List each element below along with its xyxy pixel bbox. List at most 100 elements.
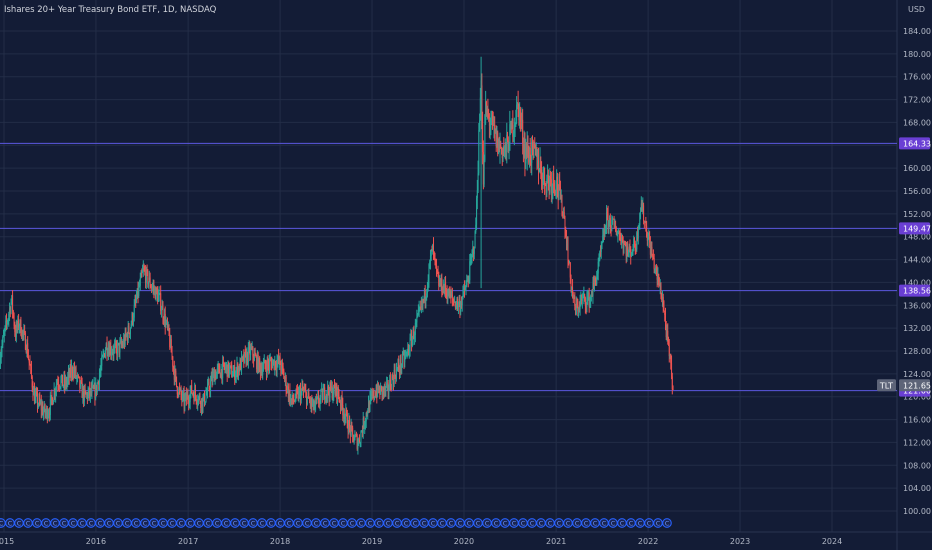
event-marker[interactable]: C xyxy=(239,518,249,528)
event-marker[interactable]: C xyxy=(41,518,51,528)
event-marker[interactable]: C xyxy=(473,518,483,528)
candle-body xyxy=(45,413,47,415)
event-marker[interactable]: C xyxy=(392,518,402,528)
event-marker[interactable]: C xyxy=(77,518,87,528)
event-marker[interactable]: C xyxy=(617,518,627,528)
event-marker[interactable]: C xyxy=(59,518,69,528)
event-marker[interactable]: C xyxy=(266,518,276,528)
event-marker[interactable]: C xyxy=(5,518,15,528)
event-marker[interactable]: C xyxy=(320,518,330,528)
event-marker[interactable]: C xyxy=(428,518,438,528)
event-marker[interactable]: C xyxy=(257,518,267,528)
event-marker[interactable]: C xyxy=(653,518,663,528)
time-axis[interactable]: 2015 2016 2017 2018 2019 2020 2021 2022 2023 2024 xyxy=(0,537,842,546)
candle-body xyxy=(285,376,287,391)
event-marker[interactable]: C xyxy=(536,518,546,528)
candle-body xyxy=(512,119,514,137)
event-marker[interactable]: C xyxy=(212,518,222,528)
event-marker[interactable]: C xyxy=(599,518,609,528)
candle-body xyxy=(253,354,255,361)
candle-body xyxy=(3,331,5,336)
event-marker[interactable]: C xyxy=(50,518,60,528)
event-marker[interactable]: C xyxy=(554,518,564,528)
event-marker[interactable]: C xyxy=(86,518,96,528)
event-marker[interactable]: C xyxy=(95,518,105,528)
candle-body xyxy=(99,370,101,375)
event-marker[interactable]: C xyxy=(131,518,141,528)
event-marker[interactable]: C xyxy=(365,518,375,528)
event-marker[interactable]: C xyxy=(482,518,492,528)
candle-body xyxy=(446,292,448,299)
event-marker[interactable]: C xyxy=(563,518,573,528)
candle-body xyxy=(505,143,507,153)
event-marker[interactable]: C xyxy=(500,518,510,528)
event-marker[interactable]: C xyxy=(311,518,321,528)
event-marker[interactable]: C xyxy=(644,518,654,528)
candle-body xyxy=(281,362,283,371)
event-marker[interactable]: C xyxy=(635,518,645,528)
event-marker[interactable]: C xyxy=(626,518,636,528)
candle-body xyxy=(39,397,41,404)
event-marker[interactable]: C xyxy=(518,518,528,528)
event-marker[interactable]: C xyxy=(284,518,294,528)
event-marker[interactable]: C xyxy=(167,518,177,528)
event-marker[interactable]: C xyxy=(221,518,231,528)
event-marker[interactable]: C xyxy=(248,518,258,528)
event-marker[interactable]: C xyxy=(410,518,420,528)
event-marker[interactable]: C xyxy=(509,518,519,528)
candle-body xyxy=(44,404,46,414)
event-marker[interactable]: C xyxy=(113,518,123,528)
event-marker[interactable]: C xyxy=(23,518,33,528)
event-marker[interactable]: C xyxy=(293,518,303,528)
candle-body xyxy=(425,296,427,302)
candle-body xyxy=(126,334,128,340)
event-marker[interactable]: C xyxy=(491,518,501,528)
event-marker[interactable]: C xyxy=(0,518,6,528)
candle-body xyxy=(367,412,369,415)
event-marker[interactable]: C xyxy=(194,518,204,528)
event-marker[interactable]: C xyxy=(419,518,429,528)
event-marker[interactable]: C xyxy=(437,518,447,528)
event-marker[interactable]: C xyxy=(203,518,213,528)
event-marker[interactable]: C xyxy=(455,518,465,528)
event-marker[interactable]: C xyxy=(464,518,474,528)
event-marker[interactable]: C xyxy=(329,518,339,528)
event-marker[interactable]: C xyxy=(230,518,240,528)
event-marker[interactable]: C xyxy=(302,518,312,528)
event-marker[interactable]: C xyxy=(446,518,456,528)
event-marker[interactable]: C xyxy=(185,518,195,528)
event-marker[interactable]: C xyxy=(338,518,348,528)
event-marker[interactable]: C xyxy=(149,518,159,528)
event-marker[interactable]: C xyxy=(527,518,537,528)
event-marker[interactable]: C xyxy=(581,518,591,528)
event-marker[interactable]: C xyxy=(572,518,582,528)
event-marker[interactable]: C xyxy=(68,518,78,528)
candle-body xyxy=(550,176,552,180)
candle-body xyxy=(158,293,160,296)
candle-body xyxy=(324,387,326,400)
event-marker[interactable]: C xyxy=(347,518,357,528)
price-axis[interactable]: 100.00 104.00 108.00 112.00 116.00 120.00 124.… xyxy=(903,27,931,516)
event-marker[interactable]: C xyxy=(383,518,393,528)
event-marker[interactable]: C xyxy=(275,518,285,528)
event-marker[interactable]: C xyxy=(590,518,600,528)
candle-body xyxy=(420,301,422,308)
event-marker[interactable]: C xyxy=(662,518,672,528)
event-marker[interactable]: C xyxy=(374,518,384,528)
event-marker[interactable]: C xyxy=(158,518,168,528)
candle-body xyxy=(664,314,666,325)
event-marker[interactable]: C xyxy=(140,518,150,528)
event-marker[interactable]: C xyxy=(14,518,24,528)
candle-body xyxy=(247,352,249,363)
candle-body xyxy=(620,239,622,245)
candle-body xyxy=(86,393,88,395)
event-marker[interactable]: C xyxy=(545,518,555,528)
event-marker[interactable]: C xyxy=(356,518,366,528)
event-marker[interactable]: C xyxy=(176,518,186,528)
event-marker[interactable]: C xyxy=(32,518,42,528)
event-marker[interactable]: C xyxy=(104,518,114,528)
event-marker[interactable]: C xyxy=(608,518,618,528)
event-marker[interactable]: C xyxy=(401,518,411,528)
event-marker[interactable]: C xyxy=(122,518,132,528)
